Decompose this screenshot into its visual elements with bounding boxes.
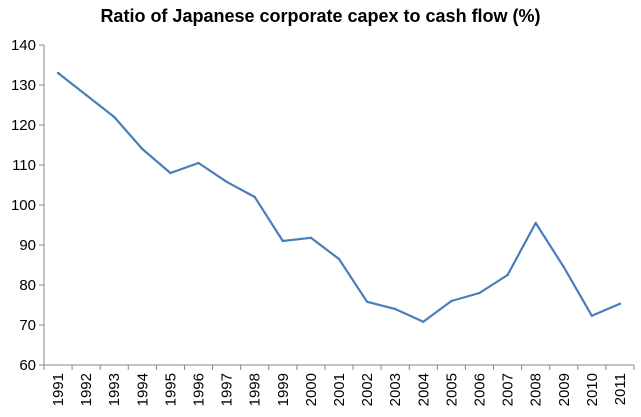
data-point bbox=[309, 236, 313, 239]
y-tick-label: 100 bbox=[11, 197, 36, 214]
x-tick-label: 2007 bbox=[500, 373, 517, 406]
data-point bbox=[478, 291, 481, 295]
x-tick-label: 2004 bbox=[415, 373, 432, 406]
y-tick-label: 110 bbox=[12, 157, 36, 174]
x-tick-label: 1993 bbox=[106, 373, 123, 406]
x-tick-label: 2005 bbox=[443, 373, 460, 406]
x-tick-label: 2009 bbox=[556, 373, 573, 406]
series-line bbox=[56, 71, 622, 323]
data-point bbox=[450, 299, 453, 303]
x-tick-label: 1994 bbox=[134, 373, 151, 406]
x-tick-label: 1999 bbox=[275, 373, 292, 406]
x-tick-label: 1995 bbox=[162, 373, 179, 406]
x-tick-label: 2003 bbox=[387, 373, 404, 406]
x-tick-label: 2002 bbox=[359, 373, 376, 406]
data-point bbox=[141, 147, 144, 151]
data-point bbox=[56, 71, 60, 75]
data-point bbox=[506, 273, 509, 277]
data-point bbox=[534, 221, 537, 225]
y-tick-label: 90 bbox=[19, 237, 36, 254]
y-tick-label: 70 bbox=[19, 317, 36, 334]
y-tick-label: 120 bbox=[11, 117, 36, 134]
data-point bbox=[393, 307, 397, 311]
data-point bbox=[562, 265, 565, 269]
x-tick-label: 1991 bbox=[50, 373, 67, 406]
x-tick-label: 2006 bbox=[471, 373, 488, 406]
x-tick-label: 1992 bbox=[78, 373, 95, 406]
chart-title: Ratio of Japanese corporate capex to cas… bbox=[100, 6, 541, 26]
data-point bbox=[590, 314, 594, 317]
data-point bbox=[337, 257, 341, 261]
data-point bbox=[113, 115, 116, 119]
data-point bbox=[225, 180, 228, 183]
y-tick-label: 80 bbox=[19, 277, 36, 294]
data-point bbox=[281, 239, 285, 243]
y-tick-label: 140 bbox=[11, 37, 36, 54]
y-tick-label: 60 bbox=[19, 357, 36, 374]
x-tick-label: 2011 bbox=[612, 373, 629, 405]
data-point bbox=[253, 195, 256, 199]
y-tick-label: 130 bbox=[11, 77, 36, 94]
x-tick-label: 1998 bbox=[247, 373, 264, 406]
x-tick-label: 2008 bbox=[528, 373, 545, 406]
x-tick-label: 2001 bbox=[331, 373, 348, 406]
x-tick-label: 2010 bbox=[584, 373, 601, 406]
data-point bbox=[197, 161, 200, 165]
data-point bbox=[84, 93, 88, 97]
x-tick-label: 2000 bbox=[303, 373, 320, 406]
data-point bbox=[422, 320, 425, 323]
data-point bbox=[169, 171, 172, 175]
x-tick-label: 1996 bbox=[191, 373, 208, 406]
data-point bbox=[618, 302, 622, 305]
data-point bbox=[365, 300, 369, 303]
x-tick-label: 1997 bbox=[219, 373, 236, 406]
